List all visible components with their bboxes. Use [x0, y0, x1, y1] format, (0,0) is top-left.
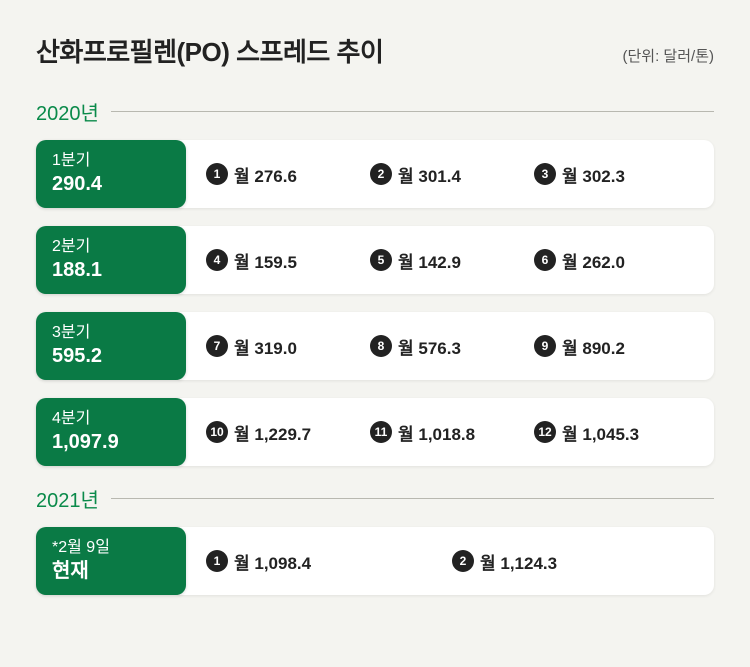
month-number-badge: 9: [534, 335, 556, 357]
month-number-badge: 1: [206, 550, 228, 572]
unit-label: (단위: 달러/톤): [623, 45, 715, 66]
month-item: 4 월 159.5: [206, 248, 370, 273]
quarter-value: 현재: [52, 558, 170, 584]
month-number-badge: 3: [534, 163, 556, 185]
month-number-badge: 2: [452, 550, 474, 572]
month-value: 월 1,124.3: [480, 549, 557, 574]
month-number-badge: 10: [206, 421, 228, 443]
month-number-badge: 8: [370, 335, 392, 357]
month-number-badge: 1: [206, 163, 228, 185]
data-row: *2월 9일현재 1 월 1,098.4 2 월 1,124.3: [36, 527, 714, 595]
year-row: 2020년: [36, 97, 714, 126]
data-row: 3분기595.2 7 월 319.0 8 월 576.3 9 월 890.2: [36, 312, 714, 380]
months-box: 7 월 319.0 8 월 576.3 9 월 890.2: [178, 312, 714, 380]
month-item: 10 월 1,229.7: [206, 420, 370, 445]
month-value: 월 319.0: [234, 334, 297, 359]
month-value: 월 576.3: [398, 334, 461, 359]
quarter-box: 4분기1,097.9: [36, 398, 186, 466]
data-row: 1분기290.4 1 월 276.6 2 월 301.4 3 월 302.3: [36, 140, 714, 208]
header: 산화프로필렌(PO) 스프레드 추이 (단위: 달러/톤): [36, 32, 714, 69]
month-number-badge: 11: [370, 421, 392, 443]
quarter-box: 1분기290.4: [36, 140, 186, 208]
months-box: 1 월 276.6 2 월 301.4 3 월 302.3: [178, 140, 714, 208]
month-item: 1 월 276.6: [206, 162, 370, 187]
month-number-badge: 7: [206, 335, 228, 357]
month-value: 월 890.2: [562, 334, 625, 359]
month-value: 월 1,098.4: [234, 549, 311, 574]
month-item: 1 월 1,098.4: [206, 549, 452, 574]
year-divider: [111, 498, 714, 499]
month-item: 5 월 142.9: [370, 248, 534, 273]
month-number-badge: 5: [370, 249, 392, 271]
month-item: 11 월 1,018.8: [370, 420, 534, 445]
quarter-value: 1,097.9: [52, 429, 170, 455]
sections-container: 2020년 1분기290.4 1 월 276.6 2 월 301.4 3 월 302.3 2분기…: [36, 97, 714, 595]
month-value: 월 302.3: [562, 162, 625, 187]
month-number-badge: 2: [370, 163, 392, 185]
month-value: 월 1,045.3: [562, 420, 639, 445]
quarter-box: *2월 9일현재: [36, 527, 186, 595]
data-row: 2분기188.1 4 월 159.5 5 월 142.9 6 월 262.0: [36, 226, 714, 294]
month-item: 2 월 1,124.3: [452, 549, 698, 574]
month-item: 8 월 576.3: [370, 334, 534, 359]
quarter-value: 595.2: [52, 343, 170, 369]
month-number-badge: 12: [534, 421, 556, 443]
month-item: 6 월 262.0: [534, 248, 698, 273]
month-value: 월 1,018.8: [398, 420, 475, 445]
months-box: 4 월 159.5 5 월 142.9 6 월 262.0: [178, 226, 714, 294]
month-item: 7 월 319.0: [206, 334, 370, 359]
month-value: 월 276.6: [234, 162, 297, 187]
month-number-badge: 4: [206, 249, 228, 271]
months-box: 1 월 1,098.4 2 월 1,124.3: [178, 527, 714, 595]
quarter-name: 1분기: [52, 151, 170, 172]
year-label: 2020년: [36, 97, 99, 126]
data-row: 4분기1,097.9 10 월 1,229.7 11 월 1,018.8 12 월 1,04…: [36, 398, 714, 466]
quarter-box: 3분기595.2: [36, 312, 186, 380]
quarter-box: 2분기188.1: [36, 226, 186, 294]
quarter-value: 188.1: [52, 257, 170, 283]
months-box: 10 월 1,229.7 11 월 1,018.8 12 월 1,045.3: [178, 398, 714, 466]
quarter-name: *2월 9일: [52, 538, 170, 559]
month-value: 월 159.5: [234, 248, 297, 273]
quarter-name: 3분기: [52, 323, 170, 344]
month-value: 월 301.4: [398, 162, 461, 187]
quarter-value: 290.4: [52, 171, 170, 197]
month-value: 월 142.9: [398, 248, 461, 273]
year-label: 2021년: [36, 484, 99, 513]
year-divider: [111, 111, 714, 112]
month-number-badge: 6: [534, 249, 556, 271]
month-item: 9 월 890.2: [534, 334, 698, 359]
quarter-name: 2분기: [52, 237, 170, 258]
quarter-name: 4분기: [52, 409, 170, 430]
month-item: 12 월 1,045.3: [534, 420, 698, 445]
page-title: 산화프로필렌(PO) 스프레드 추이: [36, 32, 383, 69]
month-value: 월 262.0: [562, 248, 625, 273]
month-item: 2 월 301.4: [370, 162, 534, 187]
year-row: 2021년: [36, 484, 714, 513]
month-item: 3 월 302.3: [534, 162, 698, 187]
month-value: 월 1,229.7: [234, 420, 311, 445]
